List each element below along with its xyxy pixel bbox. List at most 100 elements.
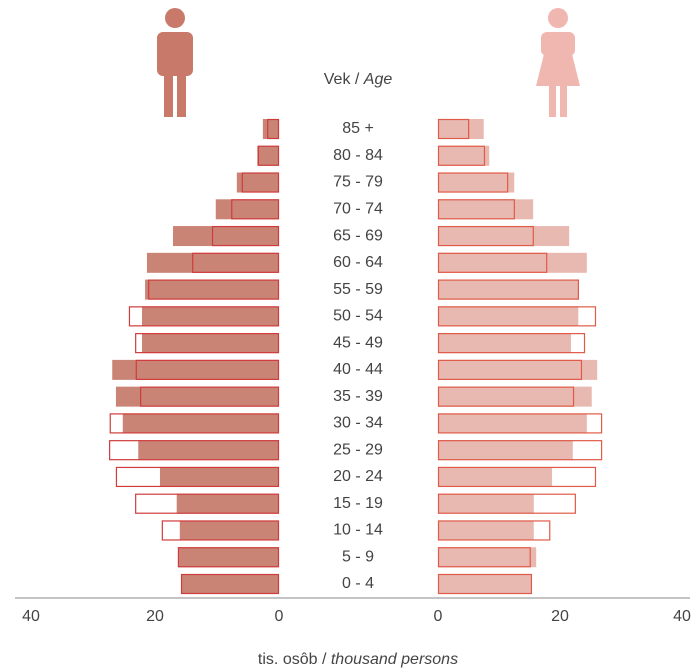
category-label: 35 - 39 (333, 388, 383, 405)
bar (257, 145, 279, 166)
category-label: 55 - 59 (333, 281, 383, 298)
bar (146, 252, 279, 273)
bar (148, 279, 280, 300)
bar (109, 440, 280, 461)
bar (437, 386, 575, 407)
bar (437, 145, 486, 166)
x-tick-label: 0 (434, 608, 443, 625)
bar (438, 252, 587, 273)
bar (438, 547, 537, 568)
bar (438, 199, 534, 220)
bar (438, 413, 587, 434)
bar (438, 386, 592, 407)
bar (177, 547, 279, 568)
bar (437, 279, 580, 300)
category-label: 75 - 79 (333, 174, 383, 191)
category-label: 40 - 44 (333, 361, 383, 378)
bar (161, 520, 280, 541)
x-tick-label: 0 (275, 608, 284, 625)
male-icon (157, 8, 193, 117)
category-label: 0 - 4 (342, 575, 374, 592)
bar (438, 440, 573, 461)
bar (438, 279, 579, 300)
bar (115, 386, 279, 407)
female-icon (536, 8, 580, 117)
bar (267, 118, 280, 140)
bar (437, 306, 597, 327)
bar (141, 333, 279, 354)
bar (112, 359, 279, 380)
bar (438, 306, 579, 327)
bar (437, 493, 576, 514)
bar (122, 413, 279, 434)
bar (438, 466, 553, 487)
bar (135, 493, 280, 514)
category-label: 10 - 14 (333, 522, 383, 539)
bar (179, 520, 279, 541)
bar (437, 413, 603, 434)
category-label: 15 - 19 (333, 495, 383, 512)
bar (438, 172, 515, 193)
bar (236, 172, 279, 193)
bar (437, 547, 531, 568)
bar (438, 493, 534, 514)
bar (215, 199, 279, 220)
bar (192, 252, 280, 273)
bar (437, 466, 597, 488)
bar (438, 574, 532, 594)
bar (128, 306, 280, 327)
bar (437, 333, 586, 354)
bar (140, 386, 280, 407)
bar (438, 145, 490, 166)
category-label: 25 - 29 (333, 441, 383, 458)
bar (438, 333, 571, 354)
bar (437, 172, 509, 193)
bar (257, 145, 280, 166)
bar (437, 520, 551, 541)
category-label: 45 - 49 (333, 334, 383, 351)
bar (115, 466, 280, 488)
category-label: 85 + (342, 120, 374, 137)
bar (437, 440, 603, 461)
bar (180, 573, 280, 595)
category-label: 70 - 74 (333, 201, 383, 218)
bar (145, 279, 279, 300)
bar (135, 333, 280, 354)
y-title: Vek / Age (324, 71, 393, 88)
bar (438, 520, 534, 541)
category-label: 80 - 84 (333, 147, 383, 164)
bar (437, 252, 548, 273)
bar (241, 172, 280, 193)
bar (181, 574, 279, 594)
bar (177, 547, 280, 568)
bar (438, 119, 484, 139)
bar (437, 359, 583, 380)
bar (437, 199, 515, 220)
category-label: 60 - 64 (333, 254, 383, 271)
x-tick-label: 40 (22, 608, 40, 625)
x-title: tis. osôb / thousand persons (258, 651, 458, 668)
x-tick-label: 20 (146, 608, 164, 625)
category-label: 65 - 69 (333, 227, 383, 244)
x-tick-label: 20 (551, 608, 569, 625)
bar (109, 413, 280, 434)
bar (438, 359, 598, 380)
category-label: 50 - 54 (333, 308, 383, 325)
category-label: 5 - 9 (342, 548, 374, 565)
bar (437, 573, 533, 595)
bar (438, 226, 570, 247)
category-label: 20 - 24 (333, 468, 383, 485)
bar (211, 225, 280, 247)
bar (138, 440, 279, 461)
x-tick-label: 40 (673, 608, 691, 625)
bar (231, 199, 280, 220)
bar (262, 119, 279, 139)
bar (172, 226, 279, 247)
bar (176, 493, 279, 514)
category-label: 30 - 34 (333, 415, 383, 432)
bar (141, 306, 279, 327)
bar (159, 466, 279, 487)
bar (437, 118, 470, 140)
bar (437, 225, 534, 247)
